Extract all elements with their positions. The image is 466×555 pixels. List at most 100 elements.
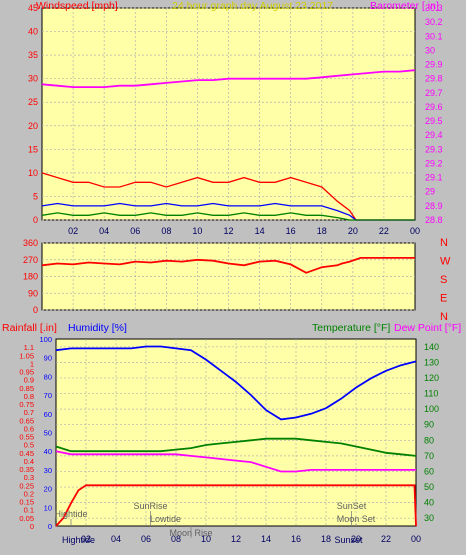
rain-y-tick-label: 1	[30, 359, 34, 368]
rain-y-tick-label: 0.65	[19, 416, 34, 425]
rain-y-tick-label: 0.15	[19, 498, 34, 507]
event-label: Hightide	[62, 535, 95, 545]
baro-y-tick-label: 29.4	[425, 130, 443, 140]
rain-y-tick-label: 0.4	[24, 457, 34, 466]
event-label: SunRise	[133, 501, 167, 511]
humidity-y-tick-label: 10	[44, 503, 52, 512]
temp-y-tick-label: 40	[424, 498, 434, 508]
temp-x-tick-label: 12	[231, 534, 241, 544]
rain-y-tick-label: 0.5	[24, 441, 34, 450]
rain-y-tick-label: 0.9	[24, 376, 34, 385]
direction-y-tick-label: 270	[23, 255, 38, 265]
wind-y-tick-label: 5	[33, 191, 38, 201]
compass-letter: N	[440, 311, 448, 323]
wind-y-tick-label: 30	[28, 74, 38, 84]
event-label: Lowtide	[150, 514, 181, 524]
baro-y-tick-label: 30.3	[425, 3, 443, 13]
baro-y-tick-label: 29.6	[425, 102, 443, 112]
compass-letter: W	[440, 256, 451, 268]
temp-y-tick-label: 140	[424, 342, 439, 352]
rain-y-tick-label: 0	[30, 522, 34, 531]
rain-y-tick-label: 0.6	[24, 424, 34, 433]
compass-letter: N	[440, 237, 448, 249]
temp-x-tick-label: 20	[351, 534, 361, 544]
temp-x-tick-label: 06	[141, 534, 151, 544]
temp-y-tick-label: 110	[424, 389, 438, 399]
wind-series-2	[41, 202, 415, 221]
rain-y-tick-label: 0.8	[24, 392, 34, 401]
baro-y-tick-label: 29	[425, 187, 435, 197]
rain-axis-title: Rainfall [.in]	[2, 322, 57, 334]
temp-x-tick-label: 10	[201, 534, 211, 544]
wind-y-tick-label: 0	[33, 215, 38, 225]
rain-y-tick-label: 0.7	[24, 408, 34, 417]
wind-x-tick-label: 08	[161, 226, 171, 236]
baro-axis-title: Barometer [.in]	[370, 0, 439, 12]
temp-y-tick-label: 80	[424, 435, 434, 445]
event-label: Moon Rise	[169, 528, 212, 538]
temp-x-tick-label: 02	[81, 534, 91, 544]
baro-y-tick-label: 30	[425, 45, 435, 55]
wind-y-tick-label: 25	[28, 97, 38, 107]
wind-y-tick-label: 40	[28, 27, 38, 37]
wind-y-tick-label: 20	[28, 121, 38, 131]
temp-x-tick-label: 04	[111, 534, 121, 544]
rain-y-tick-label: 0.2	[24, 489, 34, 498]
baro-y-tick-label: 28.8	[425, 215, 443, 225]
baro-y-tick-label: 29.1	[425, 173, 443, 183]
compass-letter: S	[440, 274, 447, 286]
dewpoint-axis-title: Dew Point [°F]	[394, 322, 461, 334]
wind-x-tick-label: 20	[348, 226, 358, 236]
rain-y-tick-label: 0.45	[19, 449, 34, 458]
temp-series-3	[55, 484, 417, 527]
wind-x-tick-label: 12	[223, 226, 233, 236]
baro-y-tick-label: 29.8	[425, 74, 443, 84]
humidity-y-tick-label: 30	[44, 466, 52, 475]
rain-y-tick-label: 0.05	[19, 514, 34, 523]
wind-x-tick-label: 10	[192, 226, 202, 236]
rain-y-tick-label: 0.1	[24, 506, 34, 515]
humidity-y-tick-label: 100	[39, 335, 52, 344]
baro-y-tick-label: 30.2	[425, 17, 443, 27]
direction-y-tick-label: 90	[28, 288, 38, 298]
event-label: Moon Set	[337, 514, 376, 524]
rain-y-tick-label: 0.3	[24, 473, 34, 482]
event-label: Sunset	[334, 535, 363, 545]
rain-y-tick-label: 1.1	[24, 343, 34, 352]
rain-y-tick-label: 0.85	[19, 384, 34, 393]
humidity-y-tick-label: 20	[44, 485, 52, 494]
temperature-axis-title: Temperature [°F]	[312, 322, 390, 334]
wind-x-tick-label: 06	[130, 226, 140, 236]
humidity-y-tick-label: 0	[48, 522, 52, 531]
humidity-y-tick-label: 90	[44, 354, 52, 363]
rain-y-tick-label: 0.35	[19, 465, 34, 474]
temp-series-2	[55, 450, 416, 473]
wind-series-0	[41, 69, 416, 88]
temp-y-tick-label: 120	[424, 373, 439, 383]
temp-y-tick-label: 60	[424, 466, 434, 476]
direction-series-0	[41, 256, 415, 274]
baro-y-tick-label: 29.5	[425, 116, 443, 126]
temp-y-tick-label: 90	[424, 420, 434, 430]
temp-y-tick-label: 130	[424, 357, 439, 367]
wind-y-tick-label: 45	[28, 3, 38, 13]
temp-series-0	[55, 345, 417, 421]
rain-y-tick-label: 0.75	[19, 400, 34, 409]
rain-y-tick-label: 0.55	[19, 433, 34, 442]
wind-axis-title: Windspeed [mph]	[36, 0, 118, 12]
temp-y-tick-label: 70	[424, 451, 434, 461]
wind-y-tick-label: 10	[28, 168, 38, 178]
wind-series-3	[41, 212, 415, 221]
temp-y-tick-label: 50	[424, 482, 434, 492]
wind-x-tick-label: 22	[379, 226, 389, 236]
wind-x-tick-label: 16	[286, 226, 296, 236]
temp-x-tick-label: 22	[381, 534, 391, 544]
baro-y-tick-label: 29.2	[425, 158, 443, 168]
rain-y-tick-label: 0.25	[19, 481, 34, 490]
humidity-y-tick-label: 70	[44, 391, 52, 400]
temp-series-1	[55, 437, 417, 457]
wind-x-tick-label: 00	[410, 226, 420, 236]
humidity-y-tick-label: 40	[44, 447, 52, 456]
temp-y-tick-label: 100	[424, 404, 439, 414]
